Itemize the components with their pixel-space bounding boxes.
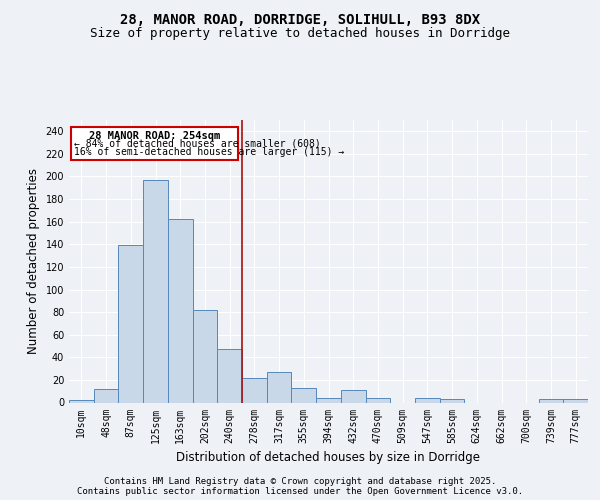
- Text: 28, MANOR ROAD, DORRIDGE, SOLIHULL, B93 8DX: 28, MANOR ROAD, DORRIDGE, SOLIHULL, B93 …: [120, 12, 480, 26]
- Text: Contains HM Land Registry data © Crown copyright and database right 2025.: Contains HM Land Registry data © Crown c…: [104, 477, 496, 486]
- Bar: [415, 398, 440, 402]
- Y-axis label: Number of detached properties: Number of detached properties: [27, 168, 40, 354]
- Text: Contains public sector information licensed under the Open Government Licence v3: Contains public sector information licen…: [77, 487, 523, 496]
- Bar: [316, 398, 341, 402]
- Bar: [193, 310, 217, 402]
- Bar: [563, 399, 588, 402]
- Bar: [440, 399, 464, 402]
- Bar: [341, 390, 365, 402]
- X-axis label: Distribution of detached houses by size in Dorridge: Distribution of detached houses by size …: [176, 451, 481, 464]
- Bar: [118, 246, 143, 402]
- Bar: [539, 399, 563, 402]
- Bar: [365, 398, 390, 402]
- Bar: [69, 400, 94, 402]
- Text: ← 84% of detached houses are smaller (608): ← 84% of detached houses are smaller (60…: [74, 138, 320, 148]
- Bar: [267, 372, 292, 402]
- Text: 16% of semi-detached houses are larger (115) →: 16% of semi-detached houses are larger (…: [74, 147, 344, 157]
- Bar: [242, 378, 267, 402]
- FancyBboxPatch shape: [71, 127, 238, 160]
- Bar: [217, 350, 242, 403]
- Bar: [94, 389, 118, 402]
- Text: Size of property relative to detached houses in Dorridge: Size of property relative to detached ho…: [90, 28, 510, 40]
- Bar: [292, 388, 316, 402]
- Bar: [143, 180, 168, 402]
- Bar: [168, 220, 193, 402]
- Text: 28 MANOR ROAD: 254sqm: 28 MANOR ROAD: 254sqm: [89, 132, 221, 141]
